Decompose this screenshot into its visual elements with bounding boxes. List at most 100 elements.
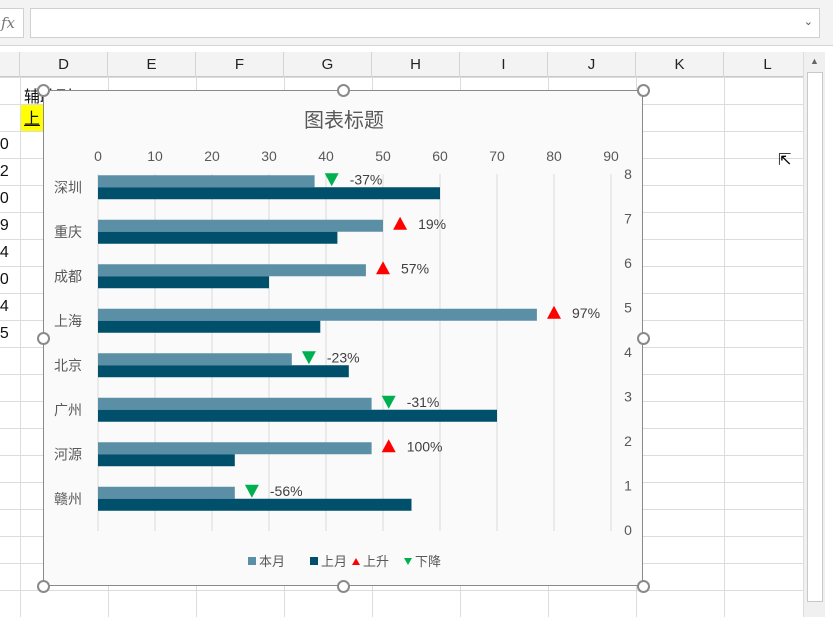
- bar-this-month: [98, 264, 366, 277]
- resize-handle[interactable]: [337, 84, 350, 97]
- y2-tick-label: 8: [624, 166, 632, 182]
- resize-handle[interactable]: [637, 84, 650, 97]
- bar-last-month: [98, 231, 338, 244]
- column-header-e[interactable]: E: [108, 52, 196, 77]
- resize-handle[interactable]: [37, 84, 50, 97]
- change-label: -37%: [350, 171, 383, 187]
- x-tick-label: 30: [261, 148, 277, 164]
- legend-label: 本月: [259, 554, 285, 569]
- y2-tick-label: 7: [624, 211, 632, 227]
- category-label: 赣州: [54, 491, 82, 507]
- cell-c-value[interactable]: 44: [0, 244, 9, 261]
- up-marker: [381, 439, 396, 453]
- mouse-cursor-icon: ⇱: [778, 152, 792, 169]
- x-tick-label: 40: [318, 148, 334, 164]
- cell-c-value[interactable]: 70: [0, 271, 9, 288]
- down-marker: [244, 484, 259, 498]
- cell-c-value[interactable]: 42: [0, 163, 9, 180]
- cell-c-value[interactable]: 24: [0, 298, 9, 315]
- cell-c-value[interactable]: 55: [0, 325, 9, 342]
- change-label: 100%: [407, 438, 443, 454]
- category-label: 成都: [54, 268, 82, 284]
- scroll-up-icon[interactable]: ▲: [810, 56, 819, 66]
- x-tick-label: 80: [546, 148, 562, 164]
- bar-this-month: [98, 219, 383, 232]
- bar-this-month: [98, 486, 235, 499]
- x-tick-label: 60: [432, 148, 448, 164]
- change-label: 19%: [418, 216, 446, 232]
- bar-this-month: [98, 353, 292, 366]
- resize-handle[interactable]: [637, 580, 650, 593]
- bar-last-month: [98, 409, 497, 422]
- change-label: 57%: [401, 260, 429, 276]
- resize-handle[interactable]: [637, 332, 650, 345]
- column-header-k[interactable]: K: [636, 52, 724, 77]
- grid-line: [20, 77, 21, 617]
- bar-last-month: [98, 454, 235, 467]
- y2-tick-label: 1: [624, 478, 632, 494]
- bar-last-month: [98, 187, 440, 200]
- legend-down-icon: [404, 558, 412, 565]
- chart-title: 图表标题: [304, 109, 384, 132]
- up-marker: [376, 261, 390, 275]
- cell-c-value[interactable]: 39: [0, 217, 9, 234]
- category-label: 北京: [54, 357, 82, 373]
- formula-bar: fx ⌄: [0, 0, 833, 46]
- formula-input[interactable]: ⌄: [30, 8, 820, 38]
- vertical-scrollbar[interactable]: ▲: [803, 52, 825, 617]
- up-marker: [547, 305, 561, 319]
- cell-c-value[interactable]: 60: [0, 136, 9, 153]
- column-header-i[interactable]: I: [460, 52, 548, 77]
- category-label: 广州: [54, 402, 82, 418]
- bar-this-month: [98, 175, 315, 188]
- x-tick-label: 10: [147, 148, 163, 164]
- bar-last-month: [98, 498, 412, 511]
- y2-tick-label: 2: [624, 433, 632, 449]
- column-header-j[interactable]: J: [548, 52, 636, 77]
- chart-svg: 图表标题 0 10 20 30 40 50 60 70 80 90 0 1 2 3 4 5 6 7 8 深圳 -37% 重庆…: [54, 109, 632, 569]
- y2-tick-label: 4: [624, 344, 632, 360]
- x-tick-label: 50: [375, 148, 391, 164]
- bar-last-month: [98, 320, 321, 333]
- fx-button[interactable]: fx: [0, 8, 24, 38]
- legend-label: 上升: [363, 554, 389, 569]
- y2-tick-label: 0: [624, 522, 632, 538]
- resize-handle[interactable]: [337, 580, 350, 593]
- category-label: 深圳: [54, 179, 82, 195]
- down-marker: [324, 173, 339, 187]
- cell-c-value[interactable]: 30: [0, 190, 9, 207]
- x-tick-label: 90: [603, 148, 619, 164]
- column-header-l[interactable]: L: [724, 52, 812, 77]
- legend-swatch-last-month: [310, 557, 318, 565]
- column-header-f[interactable]: F: [196, 52, 284, 77]
- bar-last-month: [98, 365, 349, 378]
- x-tick-label: 70: [489, 148, 505, 164]
- scroll-thumb[interactable]: [807, 72, 823, 602]
- y2-tick-label: 5: [624, 300, 632, 316]
- down-marker: [381, 395, 396, 409]
- resize-handle[interactable]: [37, 332, 50, 345]
- column-header-d[interactable]: D: [20, 52, 108, 77]
- y2-tick-label: 6: [624, 255, 632, 271]
- cell-d2[interactable]: 上: [21, 105, 45, 131]
- change-label: -56%: [270, 483, 303, 499]
- x-tick-label: 0: [94, 148, 102, 164]
- change-label: -31%: [407, 394, 440, 410]
- legend-swatch-this-month: [248, 557, 256, 565]
- chevron-down-icon[interactable]: ⌄: [803, 16, 813, 28]
- column-header-h[interactable]: H: [372, 52, 460, 77]
- category-label: 上海: [54, 313, 82, 329]
- bar-last-month: [98, 276, 269, 289]
- legend-label: 下降: [415, 554, 441, 569]
- bar-this-month: [98, 442, 372, 455]
- change-label: 97%: [572, 305, 600, 321]
- down-marker: [301, 351, 316, 365]
- row-header-corner: [0, 52, 20, 77]
- column-header-g[interactable]: G: [284, 52, 372, 77]
- legend-up-icon: [352, 558, 360, 565]
- category-label: 河源: [54, 446, 82, 462]
- chart[interactable]: 图表标题 0 10 20 30 40 50 60 70 80 90 0 1 2 3 4 5 6 7 8 深圳 -37% 重庆…: [43, 90, 643, 586]
- resize-handle[interactable]: [37, 580, 50, 593]
- legend-label: 上月: [321, 554, 347, 569]
